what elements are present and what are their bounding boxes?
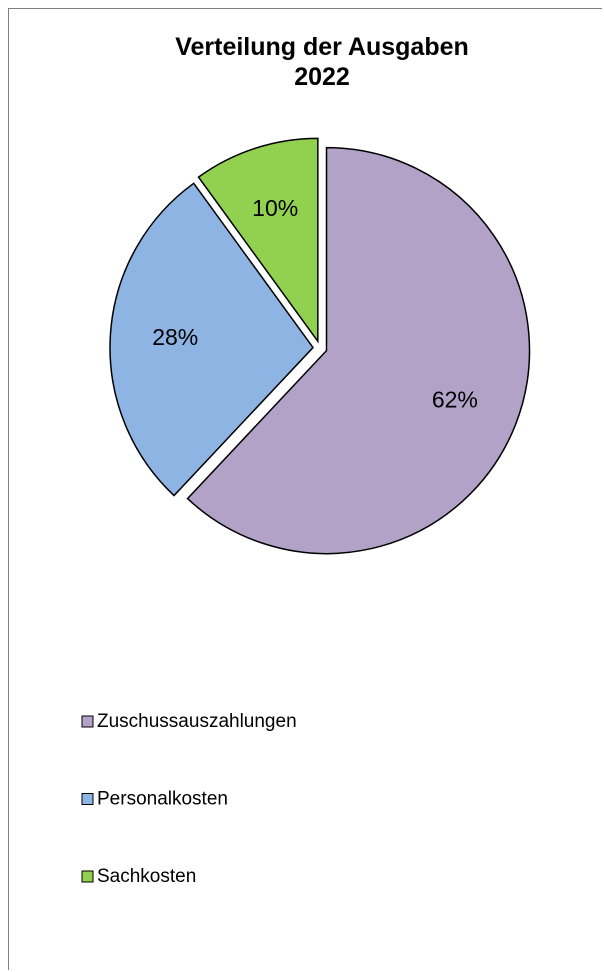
legend-label: Sachkosten [97, 866, 196, 887]
chart-title: Verteilung der Ausgaben 2022 [175, 33, 469, 91]
pie-slice [109, 182, 314, 497]
data-label: 10% [252, 195, 298, 221]
data-label: 62% [432, 386, 478, 412]
legend-label: Personalkosten [97, 789, 228, 810]
pie-slice [186, 146, 531, 555]
chart-frame [8, 8, 602, 970]
legend-swatch [81, 793, 94, 805]
data-label: 28% [152, 324, 198, 350]
pie-slice [197, 137, 319, 344]
legend-label: Zuschussauszahlungen [97, 711, 297, 732]
legend-swatch [81, 870, 94, 883]
legend-swatch [81, 715, 94, 728]
